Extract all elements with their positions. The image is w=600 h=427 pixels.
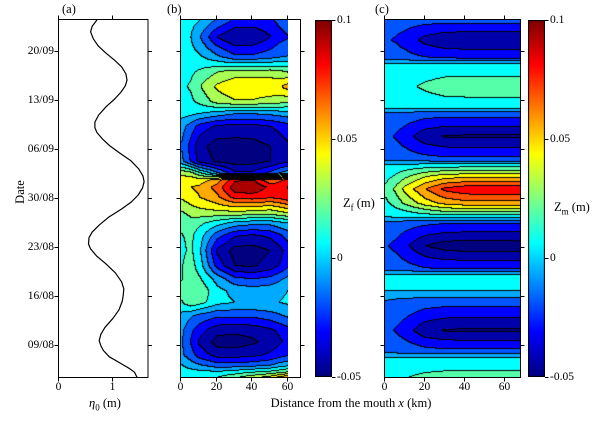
date-tick-label: 30/08: [27, 191, 54, 204]
zf-subscript: f: [350, 202, 354, 213]
panel-b-xtick-label: 0: [177, 381, 184, 393]
distance-unit: (km): [403, 396, 432, 410]
date-tick-label: 06/09: [27, 142, 54, 155]
date-tick-label: 20/09: [27, 44, 54, 57]
zm-unit: (m): [568, 200, 590, 214]
x-variable: x: [398, 396, 404, 410]
contour-plot-zm: [385, 20, 520, 377]
date-tick-label: 13/09: [27, 93, 54, 106]
panel-b-xtick-label: 40: [245, 381, 258, 393]
colorbar-zm: [528, 20, 545, 377]
colorbar-title-zf: Zf (m): [343, 196, 375, 213]
panel-b-xtick-label: 20: [210, 381, 223, 393]
colorbar-zf-tick-label: 0.05: [337, 132, 358, 145]
zf-symbol: Z: [343, 196, 351, 210]
eta-symbol: η: [89, 396, 96, 410]
panel-c-xtick-label: 20: [418, 381, 431, 393]
distance-text: Distance from the mouth: [270, 396, 399, 410]
panel-label-b: (b): [167, 2, 182, 16]
colorbar-zm-tick-label: -0.05: [550, 370, 574, 383]
zm-subscript: m: [561, 206, 569, 217]
panel-label-a: (a): [62, 2, 76, 16]
x-axis-title-eta: η0 (m): [73, 396, 137, 413]
zm-symbol: Z: [554, 200, 562, 214]
eta-subscript: 0: [95, 402, 100, 413]
date-tick-label: 23/08: [27, 240, 54, 253]
zf-unit: (m): [353, 196, 375, 210]
colorbar-zf-tick-label: 0.1: [337, 13, 352, 26]
panel-c-xtick-label: 60: [498, 381, 511, 393]
colorbar-zm-tick-label: 0.05: [550, 132, 571, 145]
panel-label-c: (c): [375, 2, 389, 16]
eta-unit: (m): [99, 396, 121, 410]
colorbar-zf-tick-label: 0: [337, 251, 343, 264]
panel-a-xtick-label: 1: [109, 381, 116, 393]
date-tick-label: 09/08: [27, 339, 54, 352]
panel-a-xtick-label: 0: [55, 381, 62, 393]
colorbar-zf: [315, 20, 332, 377]
contour-plot-zf: [181, 20, 288, 377]
panel-b-xtick-label: 60: [281, 381, 294, 393]
panel-c-xtick-label: 0: [381, 381, 388, 393]
colorbar-zm-tick-label: 0.1: [550, 13, 565, 26]
panel-c-xtick-label: 40: [458, 381, 471, 393]
colorbar-zm-tick-label: 0: [550, 251, 556, 264]
colorbar-title-zm: Zm (m): [554, 200, 590, 217]
colorbar-zf-tick-label: -0.05: [337, 370, 361, 383]
date-tick-label: 16/08: [27, 290, 54, 303]
x-axis-title-distance: Distance from the mouth x (km): [240, 396, 462, 411]
